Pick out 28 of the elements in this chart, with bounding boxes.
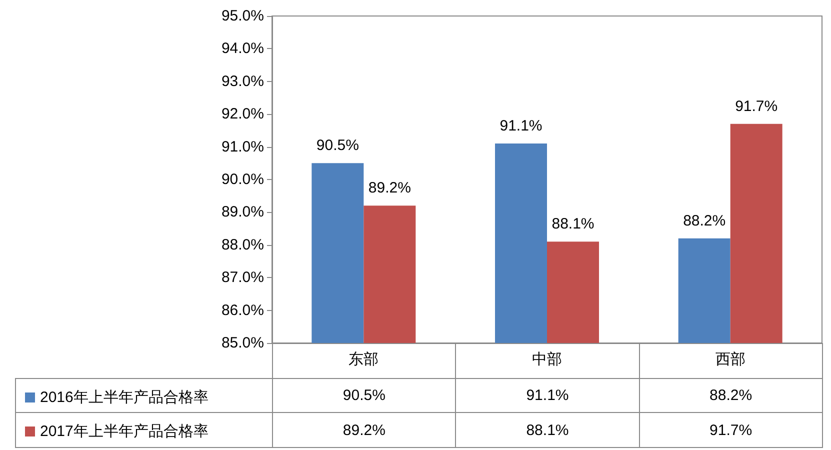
text: 91.1% bbox=[500, 118, 542, 135]
x-tick-label: 东部 bbox=[348, 351, 379, 368]
y-tick-label: 90.0% bbox=[221, 171, 264, 188]
y-tick-label: 93.0% bbox=[221, 72, 264, 90]
text: 88.1% bbox=[552, 216, 594, 233]
data-label: 91.1% bbox=[455, 378, 640, 413]
y-tick-label: 95.0% bbox=[221, 8, 264, 24]
text: 91.7% bbox=[735, 98, 778, 115]
data-label: 90.5% bbox=[272, 378, 456, 413]
y-tick-label: 94.0% bbox=[221, 40, 264, 58]
y-tick-label: 91.0% bbox=[221, 138, 264, 156]
text: 88.2% bbox=[683, 212, 726, 230]
text: 89.2% bbox=[368, 180, 411, 197]
data-label: 89.2% bbox=[272, 412, 456, 448]
legend-label: 2017年上半年产品合格率 bbox=[40, 423, 208, 440]
data-label: 88.2% bbox=[638, 378, 823, 413]
y-tick-label: 89.0% bbox=[221, 204, 264, 221]
y-tick-label: 86.0% bbox=[221, 302, 264, 319]
data-label: 91.7% bbox=[638, 412, 823, 448]
x-tick-label: 中部 bbox=[532, 351, 562, 368]
y-tick-label: 88.0% bbox=[221, 236, 264, 254]
y-tick-label: 85.0% bbox=[221, 334, 264, 352]
y-tick-label: 92.0% bbox=[221, 106, 264, 123]
text: 90.5% bbox=[316, 137, 359, 154]
x-tick-label: 西部 bbox=[715, 351, 746, 368]
data-label: 88.1% bbox=[455, 412, 640, 448]
y-tick-label: 87.0% bbox=[221, 269, 264, 286]
legend-label: 2016年上半年产品合格率 bbox=[40, 389, 208, 406]
